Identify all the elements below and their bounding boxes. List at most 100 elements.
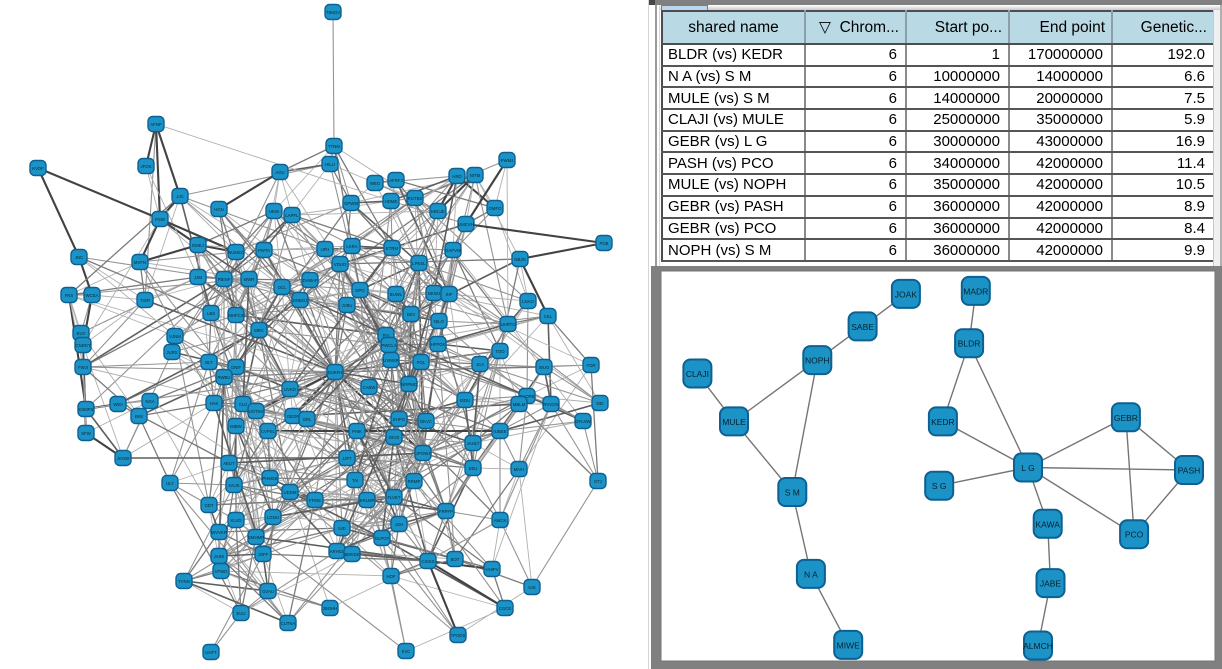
svg-text:NKWJ: NKWJ	[428, 291, 440, 296]
svg-text:SMHMP: SMHMP	[248, 535, 264, 540]
svg-text:CUTNA: CUTNA	[281, 621, 296, 626]
svg-text:HFPGK: HFPGK	[431, 342, 446, 347]
svg-text:ONBOJ: ONBOJ	[293, 298, 308, 303]
svg-text:PWCLA: PWCLA	[381, 343, 396, 348]
svg-text:JBGHH: JBGHH	[323, 606, 338, 611]
svg-text:MVFN: MVFN	[134, 260, 146, 265]
svg-text:LGNU: LGNU	[267, 515, 279, 520]
svg-text:WEII: WEII	[113, 402, 122, 407]
svg-text:RRMP: RRMP	[408, 479, 421, 484]
svg-text:DPO: DPO	[355, 288, 365, 293]
svg-text:JABE: JABE	[1040, 579, 1062, 589]
svg-text:KKK: KKK	[135, 414, 144, 419]
svg-text:JKOW: JKOW	[117, 456, 130, 461]
svg-text:ULT: ULT	[166, 481, 174, 486]
svg-text:WVVKR: WVVKR	[211, 530, 227, 535]
svg-text:OAPVW: OAPVW	[445, 248, 462, 253]
svg-text:PHMSE: PHMSE	[262, 476, 277, 481]
svg-text:UVMSR: UVMSR	[383, 358, 399, 363]
svg-text:GLPOT: GLPOT	[375, 536, 390, 541]
svg-text:OMFO: OMFO	[489, 206, 503, 211]
svg-text:HRD: HRD	[452, 174, 461, 179]
svg-text:VDUO: VDUO	[334, 262, 347, 267]
svg-text:UVKD: UVKD	[284, 387, 296, 392]
svg-text:SFW: SFW	[81, 431, 91, 436]
svg-text:JJM: JJM	[194, 275, 202, 280]
svg-text:NITM: NITM	[470, 173, 481, 178]
svg-text:LPKSL: LPKSL	[412, 261, 426, 266]
svg-text:KEDR: KEDR	[931, 417, 955, 427]
svg-text:VFWD: VFWD	[215, 569, 228, 574]
svg-text:JOFF: JOFF	[258, 552, 269, 557]
svg-text:BLDR: BLDR	[958, 339, 981, 349]
svg-text:ISDU: ISDU	[460, 398, 470, 403]
svg-text:PSW: PSW	[155, 217, 166, 222]
svg-text:CABW: CABW	[363, 385, 377, 390]
svg-text:ALMCH: ALMCH	[1023, 641, 1053, 651]
svg-text:PCO: PCO	[1125, 530, 1144, 540]
svg-text:KLVD: KLVD	[231, 518, 242, 523]
svg-text:OEOP: OEOP	[287, 414, 300, 419]
svg-text:UDDM: UDDM	[284, 490, 297, 495]
svg-text:GEBR: GEBR	[1114, 413, 1138, 423]
svg-text:MIWE: MIWE	[837, 640, 860, 650]
svg-text:L G: L G	[1021, 463, 1034, 473]
svg-text:UIS: UIS	[528, 585, 535, 590]
svg-text:S M: S M	[785, 488, 800, 498]
svg-text:EUU: EUU	[236, 611, 245, 616]
svg-text:KVDF: KVDF	[32, 166, 44, 171]
svg-text:JJFT: JJFT	[342, 456, 352, 461]
svg-text:MWR: MWR	[244, 277, 255, 282]
svg-text:JPOWJ: JPOWJ	[416, 451, 431, 456]
svg-text:CNDGT: CNDGT	[75, 343, 91, 348]
svg-text:IMBW: IMBW	[230, 424, 243, 429]
svg-text:DEI: DEI	[596, 401, 603, 406]
svg-text:KVC: KVC	[402, 649, 411, 654]
svg-text:DVMAF: DVMAF	[302, 278, 317, 283]
svg-text:KRLMP: KRLMP	[360, 498, 375, 503]
svg-text:BLT: BLT	[205, 360, 213, 365]
svg-text:FWJI: FWJI	[78, 365, 88, 370]
svg-text:WUO: WUO	[539, 365, 550, 370]
svg-text:CKL: CKL	[544, 314, 553, 319]
svg-text:HAK: HAK	[210, 401, 219, 406]
svg-text:VJNM: VJNM	[169, 334, 181, 339]
svg-text:GVAU: GVAU	[262, 589, 274, 594]
svg-text:NRPMC: NRPMC	[401, 382, 417, 387]
svg-text:HHIFV: HHIFV	[486, 567, 499, 572]
svg-text:TTNM: TTNM	[328, 144, 340, 149]
svg-text:SAOPB: SAOPB	[520, 394, 535, 399]
svg-text:CISSS: CISSS	[422, 559, 435, 564]
svg-text:PBINF: PBINF	[218, 277, 231, 282]
svg-text:BUWL: BUWL	[390, 292, 403, 297]
svg-text:NAJS: NAJS	[229, 483, 240, 488]
svg-text:AFRFJ: AFRFJ	[389, 178, 402, 183]
svg-text:LBS: LBS	[207, 311, 215, 316]
svg-text:DKVC: DKVC	[420, 419, 432, 424]
svg-text:MBLM: MBLM	[513, 402, 526, 407]
svg-text:MADR: MADR	[963, 286, 988, 296]
svg-text:GRL: GRL	[303, 417, 312, 422]
svg-text:BMVDK: BMVDK	[344, 552, 359, 557]
svg-text:MRC: MRC	[254, 328, 264, 333]
svg-text:HEW: HEW	[269, 209, 280, 214]
svg-text:HGN: HGN	[214, 207, 224, 212]
svg-text:ARHGL: ARHGL	[330, 549, 345, 554]
svg-text:NOPH: NOPH	[805, 356, 830, 366]
svg-text:WEG: WEG	[370, 181, 381, 186]
svg-text:JOAK: JOAK	[895, 289, 918, 299]
svg-text:TPODS: TPODS	[451, 633, 466, 638]
svg-text:UFH: UFH	[321, 247, 330, 252]
svg-text:JCA: JCA	[476, 362, 484, 367]
svg-text:DUKFH: DUKFH	[328, 370, 343, 375]
svg-text:CVPSL: CVPSL	[261, 429, 276, 434]
svg-text:KBCJE: KBCJE	[431, 209, 445, 214]
svg-text:TBKDV: TBKDV	[326, 10, 340, 15]
svg-text:JAHLT: JAHLT	[467, 441, 480, 446]
svg-text:N A: N A	[804, 569, 818, 579]
svg-text:UMCVH: UMCVH	[458, 222, 474, 227]
svg-text:FOR: FOR	[586, 363, 595, 368]
svg-text:PWMJ: PWMJ	[501, 158, 514, 163]
svg-text:TAI: TAI	[352, 478, 358, 483]
svg-text:KSMPS: KSMPS	[78, 407, 93, 412]
